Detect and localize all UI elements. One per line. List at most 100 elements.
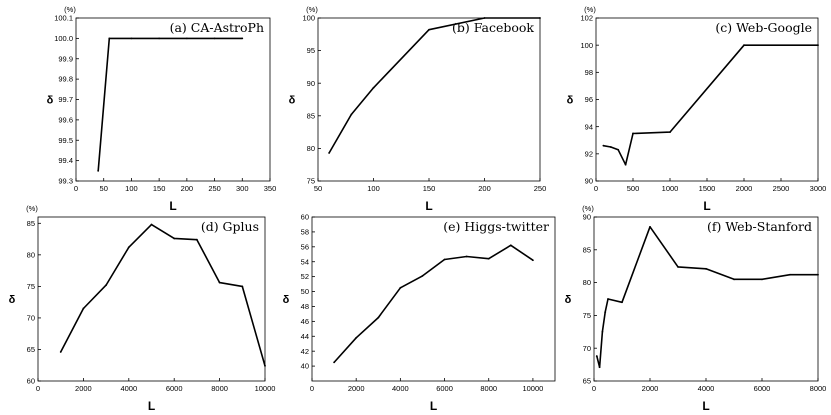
y-unit-label: (%) xyxy=(584,5,596,14)
x-tick-label: 100 xyxy=(125,184,138,193)
y-tick-label: 100 xyxy=(302,14,315,23)
y-tick-label: 85 xyxy=(307,111,315,120)
x-tick-label: 50 xyxy=(314,184,322,193)
y-tick-label: 99.4 xyxy=(58,156,73,165)
y-tick-label: 80 xyxy=(307,144,315,153)
y-tick-label: 75 xyxy=(27,282,35,291)
y-tick-label: 99.9 xyxy=(58,54,73,63)
y-tick-label: 65 xyxy=(583,377,591,386)
y-tick-label: 100.1 xyxy=(54,14,73,23)
data-point xyxy=(105,284,107,287)
data-point xyxy=(649,225,651,228)
y-tick-label: 90 xyxy=(585,177,593,186)
x-axis-label: L xyxy=(148,399,155,413)
panel-title: (a) CA-AstroPh xyxy=(170,20,264,35)
x-tick-label: 150 xyxy=(423,184,436,193)
y-tick-label: 42 xyxy=(301,347,309,356)
data-point xyxy=(624,163,627,166)
data-point xyxy=(509,244,512,247)
x-tick-label: 2000 xyxy=(642,384,659,393)
panel-title: (d) Gplus xyxy=(201,219,259,234)
data-point xyxy=(483,17,486,19)
y-tick-label: 80 xyxy=(27,250,35,259)
x-tick-label: 10000 xyxy=(522,384,543,393)
data-point xyxy=(609,146,612,148)
x-tick-label: 350 xyxy=(264,184,277,193)
y-tick-label: 99.7 xyxy=(58,95,73,104)
x-tick-label: 0 xyxy=(592,384,596,393)
y-tick-label: 56 xyxy=(301,242,309,251)
y-tick-label: 48 xyxy=(301,302,309,311)
data-point xyxy=(372,86,375,89)
y-axis-label: δ xyxy=(565,294,572,306)
x-tick-label: 0 xyxy=(310,384,314,393)
y-tick-label: 102 xyxy=(580,14,593,23)
x-tick-label: 0 xyxy=(36,384,40,393)
y-tick-label: 65 xyxy=(27,345,35,354)
plot-frame xyxy=(595,17,819,182)
plot-frame xyxy=(311,216,556,382)
chart-panel-2: 0 500 1000 1500 2000 2500 3000 90 92 94 96 98 100 102… xyxy=(567,5,827,213)
y-tick-label: 70 xyxy=(583,344,591,353)
y-tick-label: 96 xyxy=(585,95,593,104)
chart-panel-5: 0 2000 4000 6000 8000 65 70 75 80 85 90(%) δ L (f) We… xyxy=(565,204,827,413)
data-point xyxy=(669,131,671,134)
data-point xyxy=(607,298,609,300)
x-tick-label: 250 xyxy=(534,184,547,193)
y-axis-label: δ xyxy=(47,95,54,107)
data-point xyxy=(443,258,446,261)
y-axis-label: δ xyxy=(9,294,16,306)
chart-panel-0: 0 50 100 150 200 250 300 350 99.3 99.4 99.5 99.6 99.… xyxy=(47,5,277,213)
y-tick-label: 90 xyxy=(307,79,315,88)
y-tick-label: 70 xyxy=(27,314,35,323)
x-tick-label: 500 xyxy=(627,184,640,193)
data-point xyxy=(218,281,221,284)
series-line xyxy=(596,226,818,369)
y-tick-label: 75 xyxy=(307,177,315,186)
data-point xyxy=(399,286,402,289)
data-point xyxy=(617,148,620,151)
data-point xyxy=(817,273,819,276)
y-tick-label: 75 xyxy=(583,311,591,320)
x-tick-label: 1000 xyxy=(662,184,679,193)
data-point xyxy=(108,37,111,40)
x-tick-label: 2000 xyxy=(736,184,753,193)
plot-frame xyxy=(317,17,541,182)
x-tick-label: 250 xyxy=(208,184,221,193)
y-tick-label: 99.6 xyxy=(58,115,73,124)
y-unit-label: (%) xyxy=(582,204,594,213)
x-tick-label: 6000 xyxy=(436,384,453,393)
series-line xyxy=(603,44,818,166)
y-tick-label: 80 xyxy=(583,278,591,287)
y-tick-label: 40 xyxy=(301,362,309,371)
plot-frame xyxy=(593,216,819,382)
data-point xyxy=(328,152,330,154)
x-tick-label: 0 xyxy=(74,184,78,193)
x-tick-label: 300 xyxy=(236,184,249,193)
y-tick-label: 92 xyxy=(585,149,593,158)
x-tick-label: 8000 xyxy=(211,384,228,393)
y-axis-label: δ xyxy=(289,95,296,107)
y-tick-label: 99.8 xyxy=(58,75,73,84)
data-point xyxy=(196,238,198,241)
plot-frame xyxy=(37,216,266,382)
y-axis-label: δ xyxy=(567,95,574,107)
data-point xyxy=(598,366,601,369)
series-line xyxy=(59,223,266,367)
data-point xyxy=(241,37,244,40)
x-tick-label: 8000 xyxy=(480,384,497,393)
chart-panel-4: 0 2000 4000 6000 8000 10000 40 42 44 46 48 50 52 54 56… xyxy=(283,213,556,413)
data-point xyxy=(185,37,188,40)
y-unit-label: (%) xyxy=(64,5,76,14)
x-tick-label: 10000 xyxy=(255,384,276,393)
series-line xyxy=(333,244,534,363)
y-tick-label: 100 xyxy=(580,41,593,50)
data-point xyxy=(173,237,176,240)
data-point xyxy=(705,267,707,270)
panel-title: (e) Higgs-twitter xyxy=(443,219,549,234)
y-tick-label: 44 xyxy=(301,332,309,341)
x-tick-label: 200 xyxy=(478,184,491,193)
x-tick-label: 0 xyxy=(594,184,598,193)
x-tick-label: 3000 xyxy=(810,184,827,193)
